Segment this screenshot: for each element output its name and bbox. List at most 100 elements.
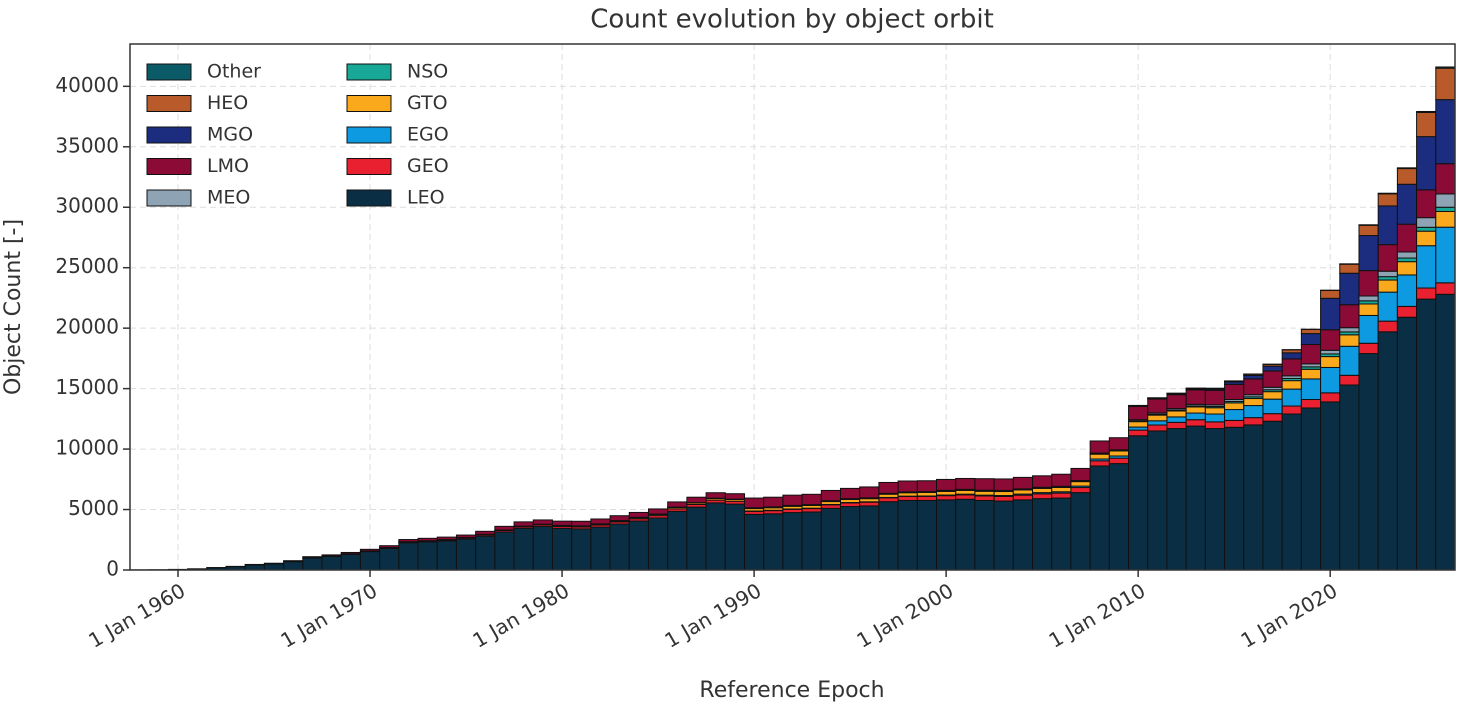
bar-segment	[590, 518, 611, 525]
bar-segment	[1396, 257, 1418, 263]
y-tick-label: 5000	[68, 496, 119, 520]
bar-segment	[340, 553, 361, 571]
bar-segment	[1358, 342, 1379, 355]
bar-segment	[878, 481, 899, 494]
bar-segment	[1185, 425, 1206, 571]
bar-segment	[974, 490, 995, 496]
legend-swatch	[346, 126, 392, 144]
bar-segment	[1185, 406, 1206, 414]
bar-segment	[1243, 405, 1264, 419]
legend-swatch	[146, 158, 192, 175]
legend-label: MGO	[207, 124, 253, 146]
bar-segment	[897, 499, 918, 571]
bar-segment	[1339, 384, 1360, 571]
legend-label: MEO	[207, 187, 250, 209]
bar-segment	[628, 511, 649, 518]
bar-segment	[801, 511, 822, 571]
bar-segment	[1435, 99, 1456, 165]
bar-segment	[1012, 499, 1034, 571]
y-tick-label: 15000	[55, 375, 119, 399]
bar-segment	[1339, 374, 1360, 386]
bar-segment	[1089, 453, 1110, 460]
bar-segment	[475, 530, 496, 535]
bar-segment	[1281, 358, 1302, 377]
bar-segment	[1300, 368, 1322, 380]
bar-segment	[1281, 405, 1302, 415]
bar-segment	[1320, 401, 1341, 571]
bar-segment	[1435, 193, 1456, 208]
bar-segment	[1320, 349, 1341, 355]
bar-segment	[801, 508, 822, 513]
bar-segment	[609, 523, 630, 571]
y-tick-label: 0	[106, 557, 119, 581]
legend-label: LMO	[207, 155, 249, 177]
bar-segment	[1032, 493, 1053, 500]
x-tick-label: 1 Jan 1970	[276, 578, 381, 652]
bar-segment	[1147, 414, 1168, 422]
bar-segment	[916, 480, 938, 493]
legend-label: NSO	[407, 61, 448, 83]
bar-segment	[1108, 437, 1130, 451]
bar-segment	[1224, 419, 1245, 428]
y-axis-label: Object Count [-]	[1, 219, 26, 395]
bar-segment	[1262, 370, 1283, 388]
bar-segment	[1204, 389, 1226, 406]
bar-segment	[1416, 111, 1437, 138]
bar-segment	[1032, 487, 1053, 494]
legend-swatch	[346, 63, 392, 81]
bar-segment	[1396, 305, 1418, 318]
legend-swatch	[146, 63, 192, 81]
bar-segment	[1396, 274, 1418, 307]
bar-segment	[1128, 429, 1149, 437]
bar-segment	[1358, 314, 1379, 344]
bar-segment	[878, 497, 899, 503]
bar-segment	[359, 548, 381, 552]
bar-segment	[955, 498, 976, 571]
bar-segment	[1128, 421, 1149, 428]
bar-segment	[1396, 183, 1418, 225]
bar-segment	[820, 489, 842, 502]
legend-label: GTO	[407, 92, 448, 114]
bar-segment	[916, 495, 938, 501]
bar-segment	[283, 560, 304, 562]
bar-segment	[1320, 366, 1341, 394]
bar-segment	[379, 545, 400, 549]
bar-segment	[532, 519, 553, 525]
bar-segment	[283, 561, 304, 571]
bar-segment	[667, 501, 688, 508]
bar-segment	[1396, 316, 1418, 571]
bar-segment	[1070, 487, 1091, 494]
bar-segment	[475, 535, 496, 571]
legend-label: Other	[207, 61, 261, 83]
bar-segment	[1089, 440, 1110, 454]
bar-segment	[1262, 420, 1283, 571]
bar-segment	[455, 538, 477, 571]
x-tick-label: 1 Jan 1980	[469, 578, 574, 652]
bar-segment	[1051, 473, 1072, 487]
bar-segment	[1320, 392, 1341, 403]
bar-segment	[840, 502, 861, 508]
bar-segment	[513, 527, 534, 571]
y-tick-label: 35000	[55, 133, 119, 157]
legend-label: EGO	[407, 124, 449, 146]
bar-segment	[1377, 331, 1398, 571]
bar-segment	[936, 478, 957, 491]
bar-segment	[1339, 263, 1360, 274]
bar-segment	[743, 513, 765, 571]
bar-segment	[1185, 412, 1206, 421]
bar-segment	[359, 551, 381, 571]
bar-segment	[1435, 163, 1456, 195]
bar-segment	[1358, 295, 1379, 302]
bar-segment	[1166, 394, 1187, 410]
bar-segment	[1377, 244, 1398, 272]
bar-segment	[1032, 475, 1053, 488]
bar-segment	[1320, 297, 1341, 331]
bar-segment	[763, 513, 784, 571]
bar-segment	[1224, 383, 1245, 401]
bar-segment	[782, 512, 803, 571]
bar-segment	[1108, 457, 1130, 465]
bar-segment	[1416, 110, 1437, 113]
y-tick-label: 10000	[55, 436, 119, 460]
bar-segment	[936, 499, 957, 571]
bar-segment	[724, 493, 745, 500]
